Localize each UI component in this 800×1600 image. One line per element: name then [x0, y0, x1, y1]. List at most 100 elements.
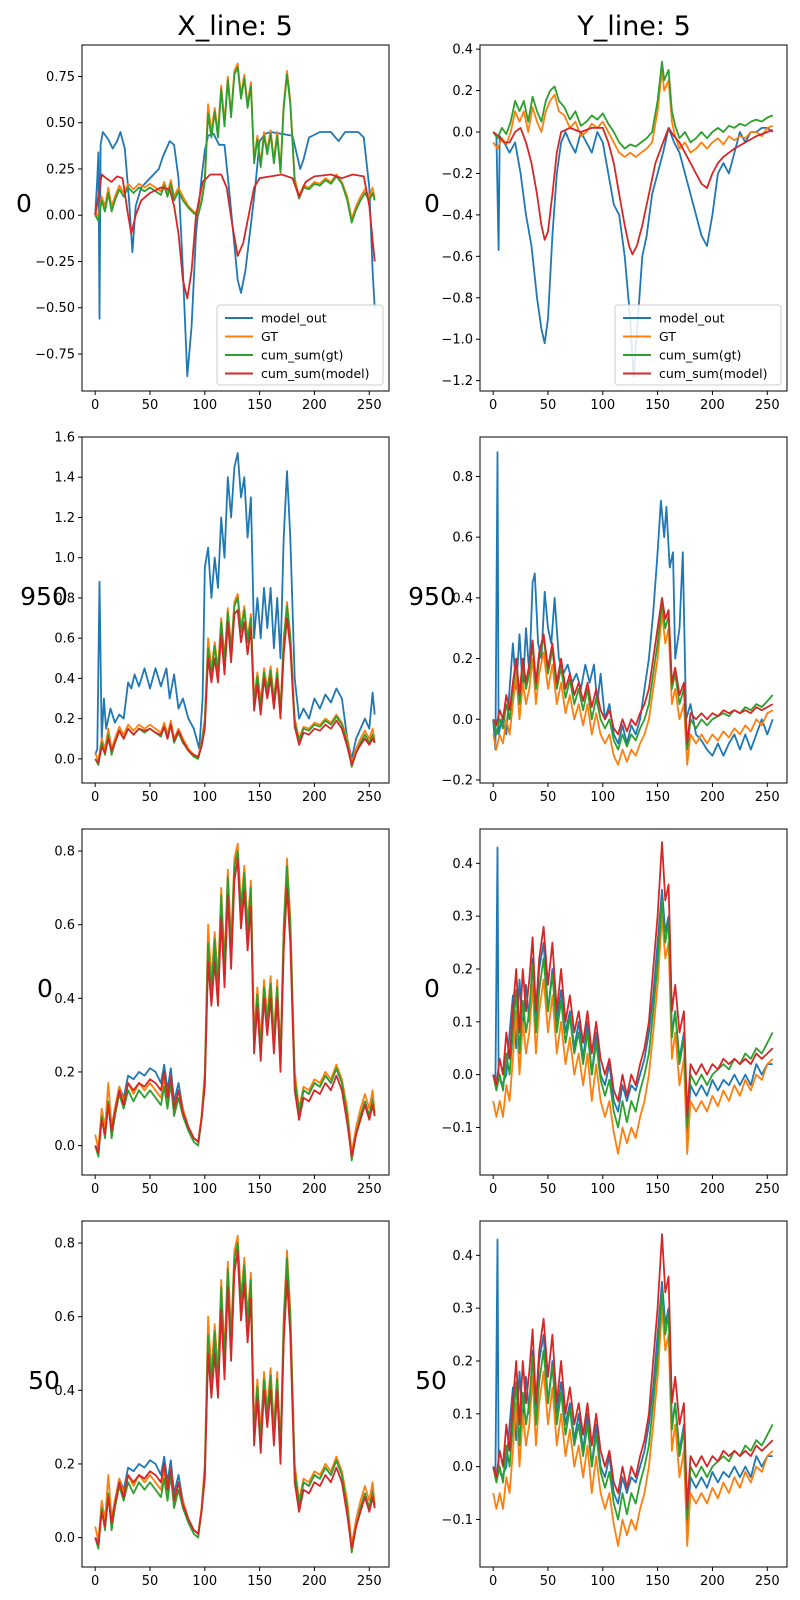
series-line-cum-sum-gt-	[94, 66, 376, 224]
series-group	[492, 1233, 774, 1547]
subplot-r1-c0: 0 50 100 150 200 250 0.0 0.2 0.4 0.6 0.8 1.0 1.2 1.4 1…	[54, 431, 390, 805]
x-tick-label: 50	[142, 790, 159, 805]
x-tick-label: 150	[645, 1182, 670, 1197]
row-label-0-right: 0	[424, 189, 440, 218]
row-label-1-right: 950	[408, 582, 456, 611]
row-label-1-left: 950	[20, 582, 68, 611]
y-tick-label: 0.8	[54, 591, 75, 606]
y-tick-label: 0.6	[452, 531, 473, 546]
subplot-r2-c0: 0 50 100 150 200 250 0.0 0.2 0.4 0.6 0.8	[54, 828, 390, 1197]
x-tick-label: 100	[590, 1182, 615, 1197]
x-tick-label: 0	[91, 1574, 99, 1589]
x-tick-label: 100	[192, 1574, 217, 1589]
subplot-r2-c1: 0 50 100 150 200 250 −0.1 0.0 0.1 0.2 0.3 0.4	[441, 828, 788, 1197]
y-tick-label: 0.0	[452, 1460, 473, 1475]
x-tick-label: 200	[700, 790, 725, 805]
y-tick-label: 0.0	[54, 1531, 75, 1546]
y-tick-label: 1.0	[54, 551, 75, 566]
axes-frame	[81, 1220, 390, 1568]
y-tick-label: 0.6	[54, 1310, 75, 1325]
x-tick-label: 50	[540, 1182, 557, 1197]
x-tick-label: 150	[247, 790, 272, 805]
row-label-3-right: 50	[415, 1366, 447, 1395]
series-line-cum-sum-model-	[94, 1249, 376, 1550]
y-tick-label: 0.8	[54, 845, 75, 860]
x-tick-label: 250	[755, 1574, 780, 1589]
series-line-gt	[492, 1307, 774, 1547]
series-line-cum-sum-gt-	[94, 850, 376, 1162]
y-tick-label: −1.2	[441, 374, 473, 389]
series-line-gt	[492, 915, 774, 1155]
x-tick-label: 150	[645, 398, 670, 413]
y-tick-label: 0.4	[54, 1384, 75, 1399]
x-tick-label: 250	[755, 1182, 780, 1197]
x-tick-label: 0	[489, 790, 497, 805]
series-line-cum-sum-gt-	[492, 1291, 774, 1521]
series-line-cum-sum-gt-	[492, 899, 774, 1129]
x-tick-label: 50	[540, 1574, 557, 1589]
y-tick-label: −1.0	[441, 333, 473, 348]
subplot-r1-c1: 0 50 100 150 200 250 −0.2 0.0 0.2 0.4 0.6 0.8	[441, 436, 788, 805]
x-tick-label: 100	[192, 398, 217, 413]
x-tick-label: 0	[91, 1182, 99, 1197]
axes-frame	[479, 44, 788, 392]
column-title-y-line: Y_line: 5	[576, 11, 691, 42]
series-group	[492, 451, 774, 766]
x-tick-label: 100	[192, 790, 217, 805]
y-tick-label: 1.6	[54, 431, 75, 446]
series-line-cum-sum-gt-	[492, 60, 774, 150]
subplot-r0-c0: 0 50 100 150 200 250 −0.75 −0.50 −0.25 0.00 0.25 0.…	[35, 44, 390, 413]
y-tick-label: 0.0	[452, 713, 473, 728]
x-tick-label: 250	[357, 790, 382, 805]
x-tick-label: 200	[302, 398, 327, 413]
y-tick-label: 0.2	[452, 1354, 473, 1369]
y-tick-label: 0.75	[46, 70, 75, 85]
x-tick-label: 200	[302, 790, 327, 805]
series-line-cum-sum-model-	[94, 609, 376, 766]
series-line-cum-sum-model-	[492, 597, 774, 745]
x-tick-label: 100	[590, 1574, 615, 1589]
y-tick-label: −0.50	[35, 301, 75, 316]
axes-frame	[81, 436, 390, 784]
y-tick-label: 0.4	[452, 591, 473, 606]
series-line-model-out	[492, 451, 774, 757]
axes-frame	[479, 828, 788, 1176]
x-tick-label: 200	[302, 1182, 327, 1197]
y-tick-label: 0.3	[452, 1302, 473, 1317]
y-tick-label: −0.2	[441, 167, 473, 182]
y-tick-label: 0.2	[452, 84, 473, 99]
x-tick-label: 200	[302, 1574, 327, 1589]
series-line-gt	[492, 69, 774, 158]
series-line-gt	[94, 842, 376, 1154]
y-tick-label: 0.25	[46, 162, 75, 177]
y-tick-label: 0.2	[452, 652, 473, 667]
x-tick-label: 200	[700, 398, 725, 413]
x-tick-label: 250	[755, 790, 780, 805]
y-tick-label: −0.2	[441, 773, 473, 788]
series-group	[492, 60, 774, 378]
y-tick-label: 1.4	[54, 471, 75, 486]
legend-label: GT	[261, 329, 278, 344]
series-line-cum-sum-model-	[94, 173, 376, 300]
y-tick-label: −0.1	[441, 1121, 473, 1136]
y-tick-label: 0.2	[54, 1457, 75, 1472]
series-line-model-out	[94, 131, 376, 378]
y-tick-label: −0.75	[35, 347, 75, 362]
series-line-cum-sum-gt-	[94, 597, 376, 768]
y-tick-label: 0.0	[54, 752, 75, 767]
subplot-r3-c1: 0 50 100 150 200 250 −0.1 0.0 0.1 0.2 0.3 0.4	[441, 1220, 788, 1589]
y-tick-label: 0.2	[54, 1065, 75, 1080]
y-tick-label: −0.1	[441, 1513, 473, 1528]
series-line-model-out	[492, 127, 774, 378]
x-tick-label: 250	[357, 398, 382, 413]
y-tick-label: 0.6	[54, 918, 75, 933]
x-tick-label: 200	[700, 1182, 725, 1197]
legend-label: cum_sum(gt)	[261, 348, 343, 363]
x-tick-label: 0	[91, 790, 99, 805]
series-group	[492, 841, 774, 1155]
y-tick-label: 0.50	[46, 116, 75, 131]
series-line-cum-sum-model-	[492, 841, 774, 1118]
y-tick-label: −0.6	[441, 250, 473, 265]
y-tick-label: 0.4	[452, 43, 473, 58]
series-group	[94, 62, 376, 378]
